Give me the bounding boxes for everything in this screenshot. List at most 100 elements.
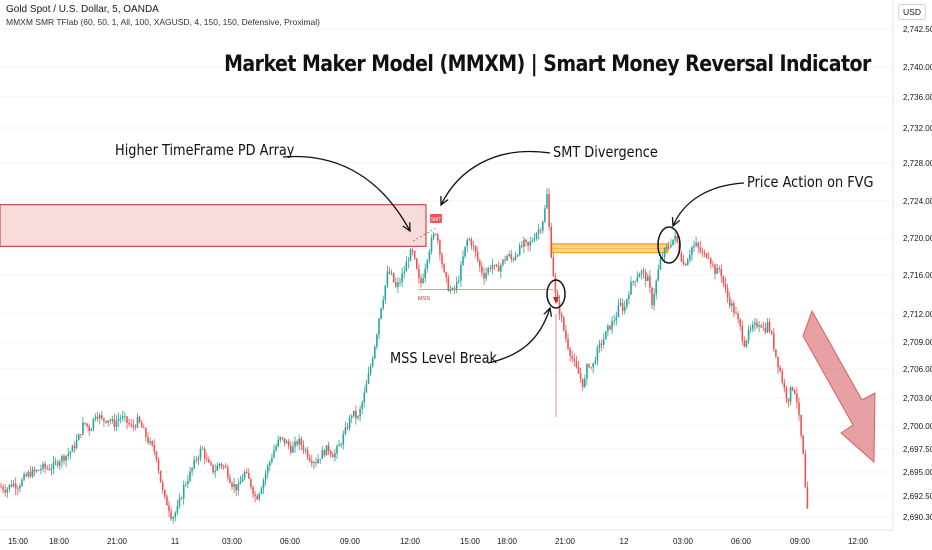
candle-body <box>623 306 626 312</box>
candle-body <box>233 484 235 488</box>
candle-body <box>187 480 189 484</box>
candle-body <box>319 458 321 460</box>
candle-body <box>29 472 32 477</box>
price-tick-label: 2,703.000 <box>903 394 932 403</box>
candle-body <box>611 320 613 330</box>
candle-body <box>94 416 97 419</box>
candle-body <box>199 448 202 458</box>
candle-body <box>613 320 615 322</box>
candle-body <box>75 440 78 449</box>
smt-tag <box>430 214 442 223</box>
time-tick-label: 18:00 <box>497 537 518 546</box>
candle-body <box>619 302 622 306</box>
price-tick-label: 2,690.300 <box>903 513 932 522</box>
candle-body <box>560 314 563 318</box>
candle-body <box>378 318 380 335</box>
candle-body <box>69 451 72 454</box>
candle-body <box>426 260 429 269</box>
candle-body <box>434 233 437 235</box>
candle-body <box>168 505 170 512</box>
candle-body <box>235 484 237 491</box>
candle-body <box>59 461 61 466</box>
candle-body <box>359 408 361 417</box>
candle-body <box>504 259 506 261</box>
candle-body <box>745 340 748 347</box>
candle-body <box>195 459 198 461</box>
candle-body <box>684 263 687 266</box>
time-tick-label: 15:00 <box>460 537 481 546</box>
candle-body <box>800 414 802 436</box>
candle-body <box>134 426 137 428</box>
candle-body <box>386 271 389 286</box>
candle-body <box>411 249 414 252</box>
candle-body <box>311 461 313 464</box>
candle-body <box>441 254 443 265</box>
candle-body <box>119 417 122 419</box>
candle-body <box>636 277 639 282</box>
candle-body <box>277 439 279 447</box>
candle-body <box>773 333 775 350</box>
candle-body <box>397 282 399 287</box>
currency-button[interactable]: USD <box>898 4 926 20</box>
candle-body <box>544 208 546 222</box>
candle-body <box>651 287 653 306</box>
candle-body <box>668 246 670 248</box>
candle-body <box>449 289 452 291</box>
candle-body <box>630 281 632 295</box>
candle-body <box>720 268 723 277</box>
time-tick-label: 18:00 <box>49 537 70 546</box>
candle-body <box>453 288 456 289</box>
candle-body <box>90 428 93 431</box>
candle-body <box>804 454 807 488</box>
candle-body <box>239 481 242 485</box>
candle-body <box>63 455 65 461</box>
candle-body <box>493 264 496 266</box>
price-tick-label: 2,732.000 <box>903 124 932 133</box>
candle-body <box>518 245 521 256</box>
candle-body <box>56 461 59 466</box>
candle-body <box>384 285 387 300</box>
candle-body <box>455 281 458 289</box>
candle-body <box>185 483 187 485</box>
candle-body <box>521 245 523 247</box>
candle-body <box>483 272 485 279</box>
candle-body <box>525 239 527 242</box>
candle-body <box>117 418 120 422</box>
candle-body <box>35 470 38 472</box>
candle-body <box>355 410 357 419</box>
candle-body <box>407 260 410 263</box>
candle-body <box>615 317 618 321</box>
candle-body <box>649 276 651 288</box>
candle-body <box>689 254 691 260</box>
candle-body <box>149 441 151 443</box>
candle-body <box>157 459 160 471</box>
time-tick-label: 21:00 <box>107 537 128 546</box>
candle-body <box>180 498 183 500</box>
candle-body <box>605 331 607 340</box>
candle-body <box>109 420 111 422</box>
candle-body <box>691 247 693 255</box>
candle-body <box>542 221 544 231</box>
price-tick-label: 2,716.000 <box>903 271 932 280</box>
candle-body <box>229 477 231 483</box>
candle-body <box>315 462 317 464</box>
candle-body <box>390 272 393 274</box>
candle-body <box>445 272 447 278</box>
candle-body <box>712 263 714 265</box>
candle-body <box>472 245 475 247</box>
candle-body <box>762 327 765 329</box>
candle-body <box>567 338 569 349</box>
candle-body <box>510 254 513 259</box>
candle-body <box>38 470 40 471</box>
candle-body <box>392 272 395 283</box>
candle-body <box>621 302 624 312</box>
candle-body <box>304 449 307 451</box>
price-tick-label: 2,742.500 <box>903 25 932 34</box>
candle-body <box>594 360 597 364</box>
candle-body <box>760 325 762 328</box>
candle-body <box>122 416 124 418</box>
candle-body <box>346 427 349 429</box>
candle-body <box>699 247 702 252</box>
candle-body <box>752 324 754 329</box>
candle-body <box>529 241 531 246</box>
